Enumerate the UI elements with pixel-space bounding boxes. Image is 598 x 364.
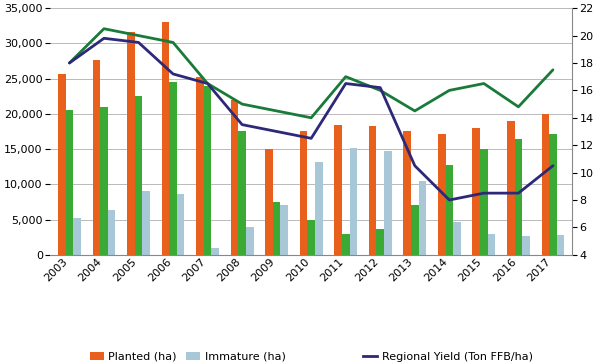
Regional Yield (Ton FFB/ha) <box>377 86 384 90</box>
Regional Yield (Ton FFB/ha) <box>169 72 176 76</box>
Bar <box>266 149 273 255</box>
Bar <box>239 131 246 255</box>
Bar <box>127 32 135 255</box>
National Yield (Ton FFB/ha) <box>515 104 522 109</box>
National Yield (Ton FFB/ha) <box>446 88 453 92</box>
Bar <box>334 125 342 255</box>
Regional Yield (Ton FFB/ha) <box>100 36 108 40</box>
Bar <box>300 131 307 255</box>
Line: National Yield (Ton FFB/ha): National Yield (Ton FFB/ha) <box>69 29 553 118</box>
Bar <box>411 205 419 255</box>
Line: Regional Yield (Ton FFB/ha): Regional Yield (Ton FFB/ha) <box>69 38 553 200</box>
Bar <box>315 162 322 255</box>
Bar <box>480 149 488 255</box>
Regional Yield (Ton FFB/ha) <box>307 136 315 141</box>
Bar <box>273 202 280 255</box>
Bar <box>307 219 315 255</box>
Bar <box>446 165 453 255</box>
Bar <box>488 234 495 255</box>
Bar <box>177 194 184 255</box>
National Yield (Ton FFB/ha) <box>66 61 73 65</box>
Bar <box>507 121 515 255</box>
National Yield (Ton FFB/ha) <box>100 27 108 31</box>
Bar <box>169 82 177 255</box>
National Yield (Ton FFB/ha) <box>377 88 384 92</box>
National Yield (Ton FFB/ha) <box>135 33 142 38</box>
Bar <box>100 107 108 255</box>
National Yield (Ton FFB/ha) <box>169 40 176 45</box>
Bar <box>542 114 549 255</box>
National Yield (Ton FFB/ha) <box>204 81 211 86</box>
Bar <box>453 222 460 255</box>
Regional Yield (Ton FFB/ha) <box>239 122 246 127</box>
Regional Yield (Ton FFB/ha) <box>446 198 453 202</box>
Bar <box>280 205 288 255</box>
National Yield (Ton FFB/ha) <box>273 109 280 113</box>
Regional Yield (Ton FFB/ha) <box>515 191 522 195</box>
Bar <box>549 134 557 255</box>
Legend: Planted (ha), Mature (ha), Immature (ha), National Yield (Ton FFB/ha), Regional : Planted (ha), Mature (ha), Immature (ha)… <box>90 352 533 364</box>
Bar <box>108 210 115 255</box>
Bar <box>557 235 565 255</box>
National Yield (Ton FFB/ha) <box>550 68 557 72</box>
Bar <box>246 227 254 255</box>
Regional Yield (Ton FFB/ha) <box>411 163 419 168</box>
National Yield (Ton FFB/ha) <box>411 109 419 113</box>
Bar <box>472 128 480 255</box>
Bar <box>377 229 384 255</box>
Bar <box>204 86 211 255</box>
National Yield (Ton FFB/ha) <box>342 75 349 79</box>
Regional Yield (Ton FFB/ha) <box>273 129 280 134</box>
Bar <box>66 110 73 255</box>
National Yield (Ton FFB/ha) <box>239 102 246 106</box>
Bar <box>419 181 426 255</box>
Bar <box>135 96 142 255</box>
Regional Yield (Ton FFB/ha) <box>550 163 557 168</box>
Bar <box>231 100 239 255</box>
Bar <box>93 60 100 255</box>
Bar <box>58 74 66 255</box>
Bar <box>196 76 204 255</box>
Bar <box>211 248 219 255</box>
Bar <box>161 22 169 255</box>
Bar <box>73 218 81 255</box>
Regional Yield (Ton FFB/ha) <box>66 61 73 65</box>
Bar <box>522 237 530 255</box>
Regional Yield (Ton FFB/ha) <box>480 191 487 195</box>
Bar <box>404 131 411 255</box>
Bar <box>384 151 392 255</box>
Regional Yield (Ton FFB/ha) <box>204 81 211 86</box>
Bar <box>515 139 522 255</box>
Bar <box>438 134 446 255</box>
Bar <box>349 148 357 255</box>
National Yield (Ton FFB/ha) <box>480 81 487 86</box>
Bar <box>342 234 349 255</box>
National Yield (Ton FFB/ha) <box>307 116 315 120</box>
Bar <box>369 126 377 255</box>
Regional Yield (Ton FFB/ha) <box>135 40 142 45</box>
Regional Yield (Ton FFB/ha) <box>342 81 349 86</box>
Bar <box>142 191 150 255</box>
